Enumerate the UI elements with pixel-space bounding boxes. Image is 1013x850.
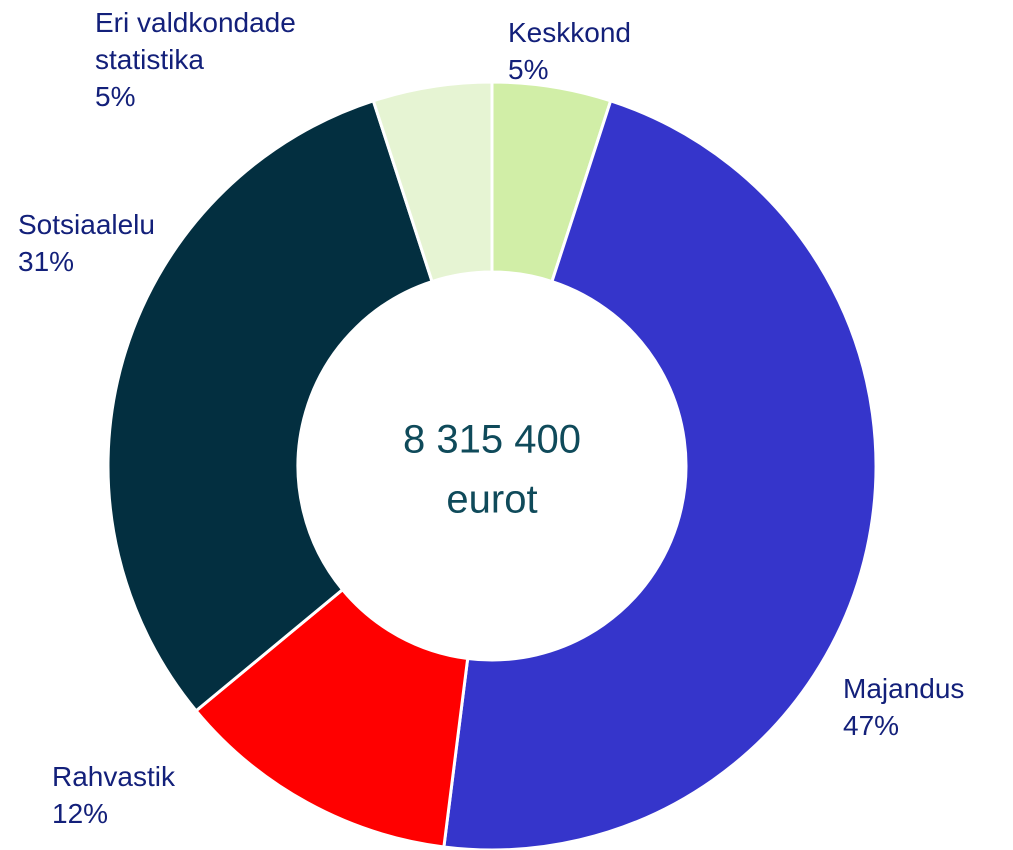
value-label: 31% bbox=[18, 246, 75, 277]
slice-label: Eri valdkondade statistika 5% bbox=[95, 4, 310, 115]
category-label: Majandus bbox=[843, 673, 965, 704]
slice-label: Rahvastik 12% bbox=[52, 758, 175, 832]
category-label: Keskkond bbox=[508, 17, 631, 48]
category-label: Eri valdkondade statistika bbox=[95, 7, 296, 75]
slice bbox=[194, 587, 470, 849]
value-label: 5% bbox=[95, 81, 136, 112]
category-label: Sotsiaalelu bbox=[18, 209, 155, 240]
category-label: Rahvastik bbox=[52, 761, 175, 792]
value-label: 47% bbox=[843, 710, 900, 741]
slice-label: Sotsiaalelu 31% bbox=[18, 206, 155, 280]
center-label: 8 315 400 bbox=[403, 418, 581, 462]
value-label: 5% bbox=[508, 54, 549, 85]
slice-label: Majandus 47% bbox=[843, 670, 964, 744]
center-label: eurot bbox=[446, 478, 537, 522]
slice bbox=[371, 80, 494, 284]
slice bbox=[106, 98, 434, 713]
value-label: 12% bbox=[52, 798, 109, 829]
slice bbox=[442, 98, 878, 850]
slices bbox=[106, 80, 878, 850]
slice-label: Keskkond 5% bbox=[508, 14, 631, 88]
